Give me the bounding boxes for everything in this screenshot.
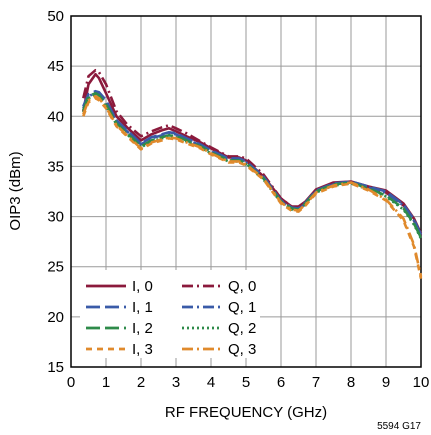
figure-code: 5594 G17 [377,421,421,432]
legend-label: Q, 1 [228,299,256,316]
legend-label: I, 0 [132,278,153,295]
y-tick-label: 40 [47,108,64,125]
legend-label: Q, 0 [228,278,256,295]
x-tick-label: 6 [277,374,285,391]
series-lines [82,68,423,279]
series-line [82,72,423,235]
y-tick-labels: 15 20 25 30 35 40 45 50 [47,8,64,376]
x-tick-label: 9 [382,374,390,391]
x-tick-label: 3 [172,374,180,391]
y-tick-label: 30 [47,209,64,226]
y-tick-label: 25 [47,259,64,276]
plot-frame [70,15,422,368]
y-tick-label: 45 [47,58,64,75]
x-tick-label: 8 [347,374,355,391]
series-line [82,94,423,277]
legend-label: Q, 2 [228,320,256,337]
y-tick-label: 35 [47,158,64,175]
legend-label: I, 3 [132,341,153,358]
x-tick-label: 0 [67,374,75,391]
legend-label: I, 2 [132,320,153,337]
x-axis-label: RF FREQUENCY (GHz) [165,404,327,421]
series-line [82,89,423,236]
x-tick-label: 1 [102,374,110,391]
x-tick-labels: 0 1 2 3 4 5 6 7 8 9 10 [67,374,430,391]
y-tick-label: 20 [47,309,64,326]
y-tick-label: 50 [47,8,64,25]
y-axis-label: OIP3 (dBm) [7,151,24,230]
x-tick-label: 7 [312,374,320,391]
grid [71,16,421,367]
legend: I, 0 Q, 0 I, 1 Q, 1 I, 2 Q, 2 I, 3 Q, 3 [86,278,256,358]
y-tick-label: 15 [47,359,64,376]
legend-label: Q, 3 [228,341,256,358]
x-tick-label: 2 [137,374,145,391]
series-line [82,96,423,279]
x-tick-label: 5 [242,374,250,391]
legend-label: I, 1 [132,299,153,316]
x-tick-label: 4 [207,374,215,391]
x-tick-label: 10 [413,374,430,391]
series-line [82,68,423,237]
